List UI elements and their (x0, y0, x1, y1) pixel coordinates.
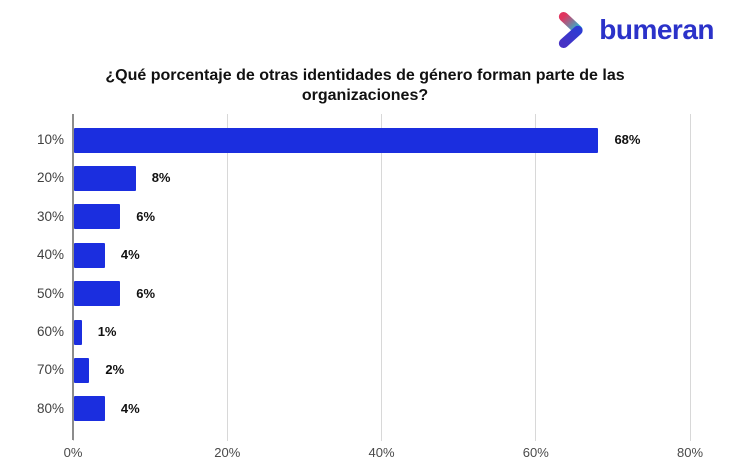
value-label: 6% (136, 285, 156, 301)
bumeran-chevron-icon (559, 11, 583, 49)
x-tick-label: 60% (522, 445, 549, 460)
bar (74, 127, 599, 153)
category-label: 50% (36, 285, 64, 301)
category-label: 30% (36, 208, 64, 224)
category-label: 80% (36, 400, 64, 416)
axis-tick (226, 434, 228, 441)
axis-tick (535, 434, 537, 441)
category-label: 20% (36, 170, 64, 186)
plot-area: 0% 20% 40% 60% 80% 10% 68% 20% 8% 30% 6% 40% 4% 50% 6%… (0, 112, 730, 462)
x-tick-label: 40% (368, 445, 395, 460)
value-label: 68% (614, 132, 641, 147)
bar (74, 165, 136, 191)
category-label: 60% (36, 324, 64, 339)
value-label: 8% (151, 170, 171, 186)
gridline (381, 114, 382, 434)
y-axis-line (72, 114, 74, 440)
bar (74, 204, 121, 230)
gridline (226, 114, 228, 434)
gridline (535, 114, 537, 434)
x-tick-label: 20% (214, 445, 241, 460)
category-label: 70% (36, 362, 64, 378)
axis-tick (689, 434, 691, 441)
bar (74, 396, 105, 422)
bar (74, 281, 121, 307)
bumeran-logo: bumeran (556, 8, 714, 52)
bar (74, 319, 82, 345)
bar (74, 357, 90, 383)
value-label: 4% (120, 400, 140, 416)
x-tick-label: 0% (63, 445, 83, 460)
gridline (689, 114, 691, 434)
x-tick-label: 80% (676, 445, 704, 460)
value-label: 1% (97, 324, 117, 339)
value-label: 4% (120, 247, 140, 263)
axis-tick (381, 434, 382, 441)
category-label: 40% (36, 247, 64, 263)
bumeran-logo-text: bumeran (599, 14, 714, 45)
value-label: 6% (136, 208, 156, 224)
chart-title: ¿Qué porcentaje de otras identidades de … (105, 67, 625, 104)
bar (74, 242, 105, 268)
category-label: 10% (36, 132, 64, 147)
value-label: 2% (105, 362, 125, 378)
